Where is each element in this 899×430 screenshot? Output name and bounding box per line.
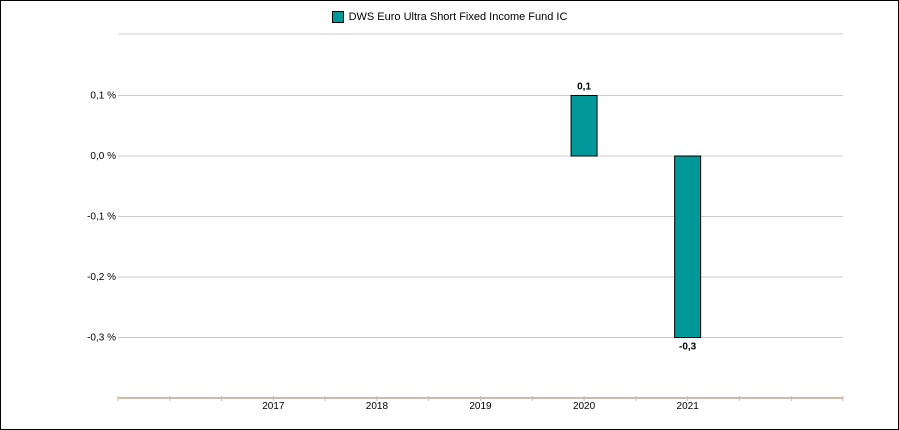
y-tick-label: 0,1 %: [90, 91, 116, 102]
bar: [674, 155, 702, 338]
x-tick-label: 2021: [677, 401, 700, 412]
legend-label: DWS Euro Ultra Short Fixed Income Fund I…: [348, 11, 568, 23]
y-tick-label: 0,0 %: [90, 151, 116, 162]
x-tick-label: 2020: [573, 401, 596, 412]
legend-swatch: [331, 11, 344, 23]
x-tick-label: 2019: [469, 401, 492, 412]
legend: DWS Euro Ultra Short Fixed Income Fund I…: [0, 11, 899, 26]
x-tick-label: 2018: [366, 401, 389, 412]
x-tick-label: 2017: [262, 401, 285, 412]
y-tick-label: -0,1 %: [87, 212, 116, 223]
bar: [570, 95, 598, 157]
y-tick-label: -0,2 %: [87, 272, 116, 283]
data-label: 0,1: [577, 82, 591, 93]
data-label: -0,3: [679, 342, 697, 353]
y-tick-label: -0,3 %: [87, 333, 116, 344]
